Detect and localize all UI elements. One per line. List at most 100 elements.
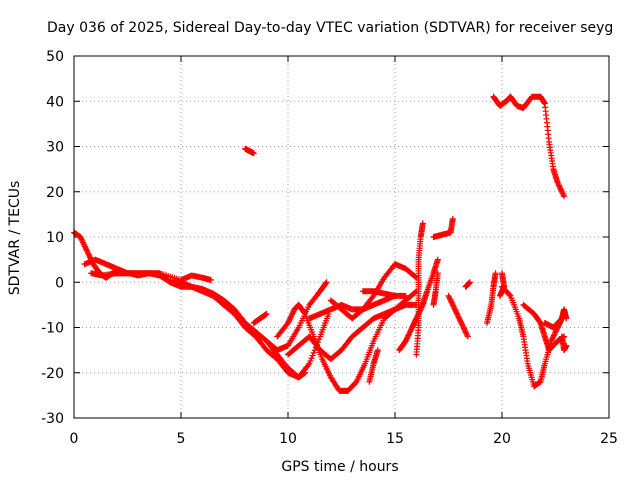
data-point-track-1 [80, 240, 87, 247]
data-point-track-17 [451, 306, 458, 313]
data-point-track-17 [461, 326, 468, 333]
data-point-track-21 [558, 187, 565, 194]
data-point-track-13 [407, 327, 414, 334]
data-point-track-19 [492, 270, 499, 277]
data-point-track-13 [405, 331, 412, 338]
data-point-track-17 [450, 303, 457, 310]
data-point-track-6 [322, 280, 329, 287]
data-point-track-1 [79, 239, 86, 246]
data-point-track-7 [285, 318, 292, 325]
data-point-track-13 [419, 303, 426, 310]
data-point-track-21 [554, 179, 561, 186]
data-point-track-1 [77, 234, 84, 240]
data-point-track-17 [456, 315, 463, 322]
data-point-track-22 [552, 329, 559, 336]
data-point-track-7 [288, 311, 295, 318]
data-point-track-17 [457, 317, 464, 324]
data-point-track-22 [552, 328, 559, 335]
y-tick-label: 10 [46, 230, 64, 246]
x-tick-label: 15 [386, 431, 404, 447]
x-tick-label: 0 [70, 431, 79, 447]
data-point-track-2 [305, 362, 312, 369]
chart-title: Day 036 of 2025, Sidereal Day-to-day VTE… [47, 20, 613, 36]
data-point-track-1 [78, 235, 85, 242]
data-point-track-16 [449, 215, 456, 222]
data-point-track-25 [563, 342, 570, 349]
data-point-track-1 [83, 246, 90, 253]
data-point-track-17 [453, 310, 460, 317]
data-point-track-17 [449, 300, 456, 307]
data-point-track-6 [323, 279, 330, 286]
data-point-track-21 [556, 183, 563, 190]
y-tick-label: 40 [46, 94, 64, 110]
data-point-track-22 [548, 338, 555, 345]
y-tick-label: -20 [41, 366, 64, 382]
data-point-track-17 [448, 299, 455, 306]
data-point-track-2 [307, 357, 314, 364]
data-point-track-22 [549, 335, 556, 342]
data-point-track-7 [288, 313, 295, 320]
data-point-track-7 [285, 319, 291, 326]
data-point-track-17 [451, 305, 458, 312]
x-tick-label: 25 [600, 431, 618, 447]
data-point-track-1 [85, 250, 92, 257]
data-point-track-20 [499, 270, 505, 277]
y-tick-label: 20 [46, 185, 64, 201]
data-point-track-22 [550, 332, 557, 339]
data-point-track-13 [403, 335, 410, 342]
data-point-track-17 [454, 311, 461, 318]
data-point-track-7 [287, 314, 294, 321]
data-point-track-17 [457, 318, 464, 325]
data-point-track-12 [374, 347, 381, 354]
data-point-track-1 [82, 244, 89, 251]
data-point-track-13 [405, 332, 412, 339]
data-point-track-10 [369, 294, 376, 301]
data-point-track-17 [446, 295, 453, 302]
data-point-track-21 [557, 185, 564, 192]
data-point-track-11 [402, 292, 409, 299]
grid-layer [74, 56, 609, 418]
x-tick-label: 10 [279, 431, 297, 447]
data-point-track-1 [79, 238, 86, 245]
data-point-track-2 [310, 349, 317, 356]
data-point-track-21 [559, 190, 566, 197]
data-point-track-17 [445, 292, 452, 299]
data-point-track-7 [286, 315, 293, 322]
data-point-track-17 [458, 319, 465, 326]
y-tick-label: -30 [41, 411, 64, 427]
y-tick-label: 0 [55, 275, 64, 291]
data-point-track-17 [453, 309, 460, 316]
data-point-track-10 [412, 273, 419, 280]
data-point-track-21 [561, 193, 568, 200]
data-point-track-21 [559, 189, 566, 196]
data-point-track-2 [309, 352, 316, 359]
data-point-track-17 [460, 324, 467, 331]
data-point-track-17 [455, 314, 462, 321]
data-point-track-5 [263, 310, 270, 317]
data-point-track-22 [551, 331, 558, 338]
data-point-track-8 [412, 289, 419, 296]
data-point-track-13 [404, 334, 411, 341]
data-point-track-1 [81, 243, 88, 250]
data-point-track-7 [289, 310, 296, 317]
data-point-track-17 [455, 313, 462, 320]
y-tick-label: 50 [46, 49, 64, 65]
plot-frame [73, 55, 610, 419]
data-point-track-7 [301, 310, 308, 317]
y-tick-label: -10 [41, 321, 64, 337]
data-point-track-17 [464, 332, 471, 339]
data-point-track-21 [557, 186, 564, 193]
data-point-track-1 [78, 236, 85, 243]
marks-layer [71, 93, 570, 394]
data-point-track-13 [406, 329, 413, 336]
data-point-track-14 [419, 220, 426, 227]
data-point-track-1 [86, 253, 93, 260]
data-point-track-17 [449, 302, 456, 309]
data-point-track-17 [460, 325, 467, 332]
data-point-track-17 [446, 294, 453, 301]
data-point-track-21 [555, 181, 562, 188]
data-point-track-13 [402, 338, 409, 345]
data-point-track-3 [207, 276, 214, 283]
data-point-track-17 [448, 298, 455, 305]
